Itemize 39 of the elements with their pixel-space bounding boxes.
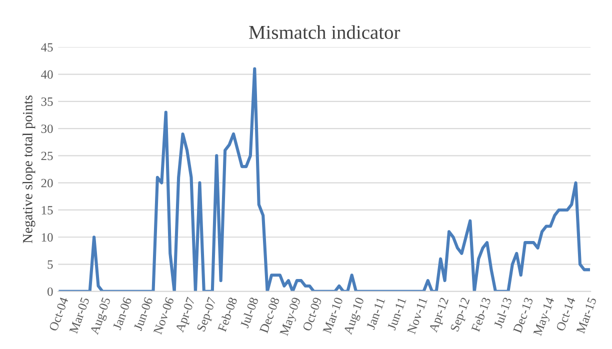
x-tick-label: Dec-08 (259, 296, 280, 334)
x-tick-label: Nov-06 (153, 296, 174, 335)
line-series (58, 67, 590, 292)
y-tick-label: 45 (41, 43, 53, 52)
y-tick-label: 40 (41, 70, 53, 79)
chart-title: Mismatch indicator (249, 25, 400, 39)
x-tick-label: Jun-06 (134, 296, 153, 332)
y-tick-label: 5 (48, 260, 53, 269)
x-tick-label: Oct-09 (302, 296, 322, 332)
x-tick-label: Mar-15 (576, 296, 597, 334)
x-tick-label: Apr-12 (428, 297, 451, 334)
y-tick-label: 0 (48, 287, 53, 296)
x-tick-label: Sep-07 (196, 296, 219, 333)
x-tick-label: Oct-14 (556, 296, 576, 332)
x-tick-label: Aug-10 (343, 296, 367, 336)
x-tick-label: Aug-05 (90, 296, 113, 336)
x-tick-label: Nov-11 (407, 297, 428, 334)
x-tick-label: Mar-05 (69, 296, 90, 334)
y-axis-title: Negative slope total points (22, 96, 36, 244)
x-tick-label: Jun-11 (387, 297, 406, 331)
x-tick-label: Feb-13 (470, 296, 491, 332)
x-tick-label: Feb-08 (217, 296, 238, 332)
x-tick-label: Jan-11 (366, 297, 386, 330)
x-tick-label: Sep-12 (450, 297, 472, 333)
x-tick-label: May-14 (533, 296, 557, 338)
x-tick-label: Apr-07 (175, 296, 198, 334)
x-tick-label: Dec-13 (512, 296, 534, 334)
y-tick-label: 20 (41, 178, 53, 188)
x-tick-label: Jul-08 (240, 296, 259, 328)
x-tick-label: May-09 (280, 296, 304, 338)
y-tick-label: 35 (41, 97, 53, 106)
y-tick-label: 25 (41, 152, 53, 160)
x-tick-label: Jan-06 (112, 296, 132, 330)
x-tick-label: Oct-04 (48, 296, 68, 332)
x-tick-label: Jul-13 (493, 296, 512, 328)
y-tick-label: 10 (42, 233, 53, 242)
y-tick-label: 30 (41, 124, 53, 134)
y-tick-label: 15 (42, 206, 53, 214)
x-tick-label: Mar-10 (322, 296, 344, 334)
